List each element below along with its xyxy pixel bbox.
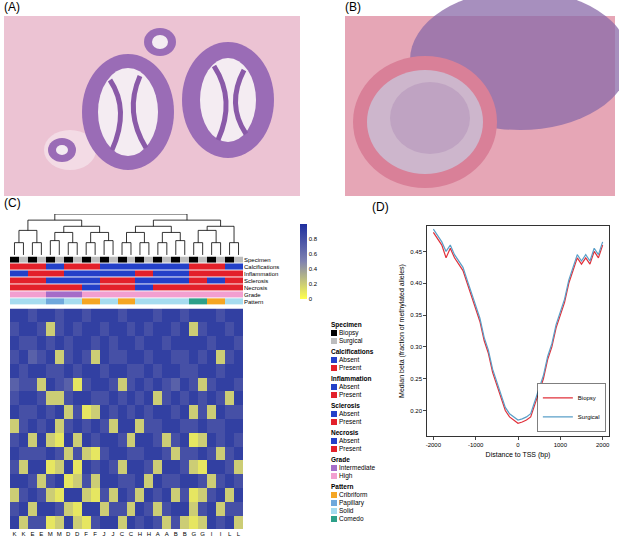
html-text:Present: Present — [339, 418, 362, 425]
svg-text:I: I — [211, 531, 213, 537]
svg-text:Pattern: Pattern — [244, 299, 263, 305]
svg-text:Inflammation: Inflammation — [244, 271, 278, 277]
svg-text:K: K — [12, 531, 16, 537]
svg-text:F: F — [84, 531, 88, 537]
svg-text:M: M — [57, 531, 62, 537]
html-text:Specimen: Specimen — [331, 321, 362, 328]
svg-text:0.2: 0.2 — [309, 281, 318, 287]
html-text:Absent: Absent — [339, 383, 360, 390]
html-text:(D): (D) — [372, 200, 389, 214]
svg-text:B: B — [174, 531, 178, 537]
svg-text:0.40: 0.40 — [410, 280, 422, 286]
html-text:Comedo: Comedo — [339, 515, 364, 522]
html-text:(A): (A) — [4, 0, 20, 14]
svg-text:-2000: -2000 — [426, 442, 442, 448]
html-text:Absent: Absent — [339, 356, 360, 363]
svg-text:0.4: 0.4 — [309, 266, 318, 272]
html-text:Pattern: Pattern — [331, 483, 354, 490]
svg-text:H: H — [138, 531, 142, 537]
svg-text:0.20: 0.20 — [410, 408, 422, 414]
svg-text:Grade: Grade — [244, 292, 261, 298]
svg-text:Calcifications: Calcifications — [244, 264, 279, 270]
svg-text:C: C — [120, 531, 125, 537]
html-text:Sclerosis: Sclerosis — [331, 402, 360, 409]
html-text:Cribriform: Cribriform — [339, 491, 368, 498]
html-text:Papillary: Papillary — [339, 499, 364, 506]
svg-text:E: E — [39, 531, 43, 537]
svg-text:0.45: 0.45 — [410, 249, 422, 255]
svg-text:L: L — [237, 531, 241, 537]
html-text:Intermediate: Intermediate — [339, 464, 376, 471]
html-text:Biopsy: Biopsy — [339, 329, 359, 336]
svg-text:Distance to TSS (bp): Distance to TSS (bp) — [486, 451, 551, 459]
html-text:Absent: Absent — [339, 410, 360, 417]
svg-text:0.8: 0.8 — [309, 236, 318, 242]
svg-text:Biopsy: Biopsy — [578, 395, 596, 401]
svg-text:0.30: 0.30 — [410, 344, 422, 350]
svg-text:0.35: 0.35 — [410, 312, 422, 318]
svg-text:2000: 2000 — [596, 442, 610, 448]
html-text:Present: Present — [339, 391, 362, 398]
html-text:Present: Present — [339, 445, 362, 452]
svg-text:0.6: 0.6 — [309, 251, 318, 257]
html-text:High: High — [339, 472, 353, 479]
svg-text:1000: 1000 — [554, 442, 568, 448]
svg-text:M: M — [48, 531, 53, 537]
svg-text:G: G — [191, 531, 196, 537]
html-text:Present: Present — [339, 364, 362, 371]
html-text:(B): (B) — [345, 0, 361, 14]
svg-text:0: 0 — [516, 442, 520, 448]
svg-text:Median beta (fraction of methy: Median beta (fraction of methylated alle… — [398, 264, 406, 398]
html-text:Inflammation: Inflammation — [331, 375, 372, 382]
svg-text:Sclerosis: Sclerosis — [244, 278, 268, 284]
svg-text:-1000: -1000 — [468, 442, 484, 448]
svg-text:A: A — [165, 531, 169, 537]
svg-text:J: J — [112, 531, 115, 537]
svg-text:B: B — [183, 531, 187, 537]
html-text:Necrosis: Necrosis — [331, 429, 359, 436]
svg-text:0: 0 — [309, 296, 313, 302]
svg-text:A: A — [156, 531, 160, 537]
svg-text:C: C — [129, 531, 134, 537]
html-text:Surgical: Surgical — [339, 337, 363, 344]
svg-text:F: F — [93, 531, 97, 537]
svg-text:K: K — [21, 531, 25, 537]
html-text:(C): (C) — [4, 196, 21, 210]
svg-text:Surgical: Surgical — [578, 414, 600, 420]
svg-text:E: E — [30, 531, 34, 537]
svg-text:I: I — [220, 531, 222, 537]
svg-text:D: D — [75, 531, 80, 537]
svg-text:L: L — [228, 531, 232, 537]
svg-text:D: D — [66, 531, 71, 537]
svg-text:0.25: 0.25 — [410, 376, 422, 382]
html-text:Absent: Absent — [339, 437, 360, 444]
html-text:Grade: Grade — [331, 456, 350, 463]
svg-text:J: J — [103, 531, 106, 537]
html-text:Calcifications: Calcifications — [331, 348, 374, 355]
svg-text:Necrosis: Necrosis — [244, 285, 267, 291]
html-text:Solid: Solid — [339, 507, 354, 514]
svg-text:G: G — [200, 531, 205, 537]
svg-text:Specimen: Specimen — [244, 257, 271, 263]
svg-text:H: H — [147, 531, 151, 537]
